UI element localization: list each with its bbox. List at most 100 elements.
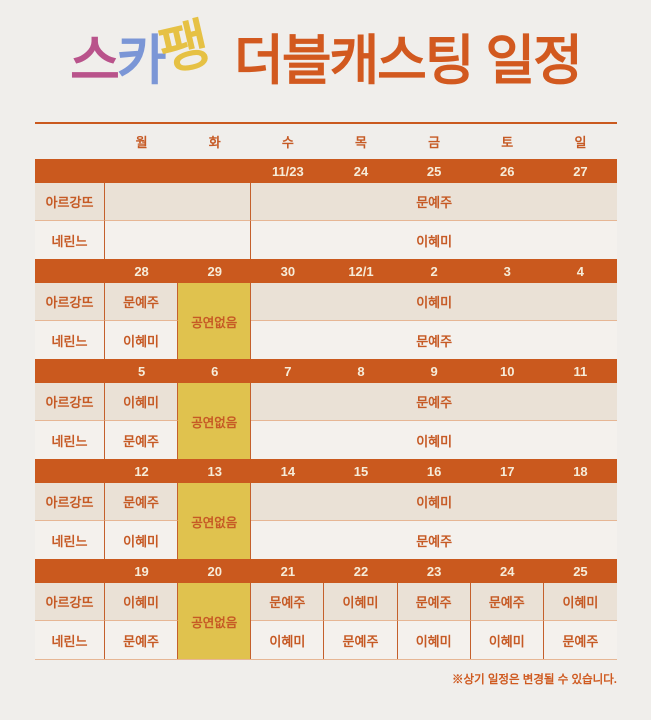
date-cell: 2 [397,259,471,283]
row-label: 네린느 [35,321,105,359]
schedule-cell: 문예주 [251,521,617,559]
weekday-label: 토 [501,135,514,150]
schedule-cell: 이혜미 [324,583,398,621]
date-cell: 5 [105,359,179,383]
schedule-cell: 문예주 [105,421,179,459]
schedule-cell: 이혜미 [397,621,471,659]
date-bar-spacer [35,159,105,183]
date-cell: 14 [251,459,325,483]
date-cell [178,159,252,183]
schedule-cell: 문예주 [324,621,398,659]
date-bar-spacer [35,459,105,483]
schedule-cell: 문예주 [105,621,179,659]
schedule-cell: 문예주 [251,183,617,221]
table-top-divider [35,122,617,124]
date-cell: 26 [470,159,544,183]
date-cell: 24 [324,159,398,183]
schedule-cell: 이혜미 [105,521,179,559]
row-label: 네린느 [35,621,105,659]
date-bar-spacer [35,359,105,383]
date-cell: 25 [397,159,471,183]
date-cell: 23 [397,559,471,583]
date-cell: 18 [543,459,617,483]
week-block: 28 29 30 12/1 2 3 4 아르강뜨 문예주 공연없음 이혜미 네린느 이혜미 문예주 [35,259,617,359]
date-cell: 15 [324,459,398,483]
schedule-cell: 문예주 [251,321,617,359]
row-label: 아르강뜨 [35,283,105,321]
schedule-cell: 이혜미 [251,621,325,659]
date-cell: 3 [470,259,544,283]
empty-cell [105,221,252,259]
schedule-cell: 이혜미 [470,621,544,659]
date-cell [105,159,179,183]
schedule-cell: 이혜미 [251,483,617,521]
schedule-cell: 이혜미 [251,283,617,321]
row-label: 네린느 [35,421,105,459]
date-bar-spacer [35,559,105,583]
date-cell: 19 [105,559,179,583]
empty-cell [105,183,252,221]
date-cell: 28 [105,259,179,283]
schedule-footnote: ※상기 일정은 변경될 수 있습니다. [451,674,617,686]
row-label: 아르강뜨 [35,383,105,421]
weekday-spacer [35,124,105,159]
schedule-cell: 문예주 [397,583,471,621]
schedule-cell: 이혜미 [251,421,617,459]
schedule-cell: 이혜미 [105,383,179,421]
date-cell: 12/1 [324,259,398,283]
schedule-cell: 문예주 [105,283,179,321]
date-cell: 4 [543,259,617,283]
date-cell: 7 [251,359,325,383]
date-cell: 17 [470,459,544,483]
no-show-cell: 공연없음 [178,383,252,459]
title-segment: 팽 [154,13,214,83]
schedule-cell: 이혜미 [543,583,617,621]
schedule-table: 11/23 24 25 26 27 아르강뜨 문예주 네린느 이혜미 28 29 30 12/1 2 3 4 아… [35,159,617,660]
date-cell: 13 [178,459,252,483]
no-show-cell: 공연없음 [178,283,252,359]
schedule-cell: 문예주 [251,583,325,621]
date-cell: 11 [543,359,617,383]
title-segment: 카 [116,31,167,91]
schedule-cell: 이혜미 [105,321,179,359]
date-cell: 21 [251,559,325,583]
week-block: 12 13 14 15 16 17 18 아르강뜨 문예주 공연없음 이혜미 네린느 이혜미 문예주 [35,459,617,559]
row-label: 아르강뜨 [35,483,105,521]
title-segment: 스 [70,31,120,91]
row-label: 네린느 [35,221,105,259]
date-cell: 11/23 [251,159,325,183]
date-cell: 29 [178,259,252,283]
week-block: 19 20 21 22 23 24 25 아르강뜨 이혜미 공연없음 문예주 이혜미 문예주 문예주 이혜미… [35,559,617,660]
schedule-cell: 이혜미 [251,221,617,259]
date-cell: 27 [543,159,617,183]
row-label: 아르강뜨 [35,183,105,221]
date-bar-spacer [35,259,105,283]
schedule-cell: 문예주 [470,583,544,621]
date-cell: 22 [324,559,398,583]
weekday-label: 월 [135,135,148,150]
weekday-label: 화 [208,135,221,150]
title-segment: 더블캐스팅 일정 [234,31,583,91]
weekday-label: 금 [428,135,441,150]
date-cell: 25 [543,559,617,583]
no-show-cell: 공연없음 [178,483,252,559]
date-cell: 9 [397,359,471,383]
date-cell: 12 [105,459,179,483]
schedule-cell: 문예주 [543,621,617,659]
row-label: 아르강뜨 [35,583,105,621]
date-cell: 6 [178,359,252,383]
week-block: 5 6 7 8 9 10 11 아르강뜨 이혜미 공연없음 문예주 네린느 문예주 이혜미 [35,359,617,459]
schedule-cell: 문예주 [105,483,179,521]
weekday-label: 목 [355,135,367,150]
date-cell: 8 [324,359,398,383]
page-title: 스 카 팽 더블캐스팅 일정 [0,14,651,91]
date-cell: 30 [251,259,325,283]
weekday-label: 일 [574,135,587,150]
row-label: 네린느 [35,521,105,559]
date-cell: 10 [470,359,544,383]
weekday-label: 수 [281,135,294,150]
date-cell: 16 [397,459,471,483]
